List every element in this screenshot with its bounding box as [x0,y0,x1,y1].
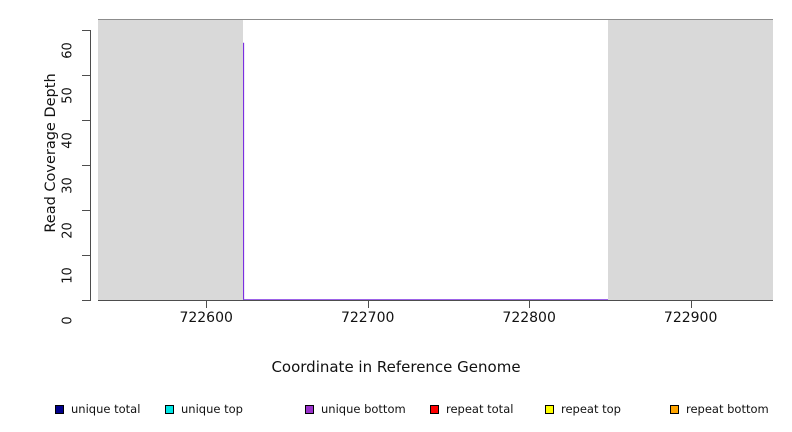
y-tick-label: 50 [60,87,76,104]
legend-label: repeat bottom [686,402,769,416]
legend-item-unique-total[interactable]: unique total [55,402,140,416]
repeat-region-left-band [98,19,244,300]
legend-item-repeat-bottom[interactable]: repeat bottom [670,402,769,416]
y-tick [82,75,90,76]
x-tick [690,301,692,308]
legend-swatch-icon [430,404,439,414]
legend-item-unique-top[interactable]: unique top [165,402,243,416]
legend-swatch-icon [55,404,64,414]
repeat-region-right-band [608,19,773,300]
legend-label: repeat total [446,402,514,416]
y-tick [82,255,90,256]
y-tick [82,165,90,166]
x-tick-label: 722600 [179,310,233,326]
x-tick-label: 722900 [663,310,718,326]
y-tick [82,210,90,211]
legend-label: unique top [181,402,243,416]
y-tick [82,300,90,301]
x-tick [529,301,531,308]
legend-swatch-icon [670,404,679,414]
chart-legend: unique total unique top unique bottom repea… [0,398,792,420]
plot-top-border [98,19,773,20]
legend-item-unique-bottom[interactable]: unique bottom [305,402,406,416]
legend-label: repeat top [561,402,621,416]
x-tick-label: 722700 [340,310,395,326]
legend-swatch-icon [165,404,174,414]
legend-item-repeat-top[interactable]: repeat top [545,402,621,416]
legend-label: unique bottom [321,402,406,416]
x-tick [206,301,208,308]
y-tick-label: 30 [60,177,76,194]
y-tick-label: 0 [60,316,76,325]
y-tick [82,30,90,31]
x-axis-line [98,300,773,301]
legend-swatch-icon [545,404,554,414]
y-axis-title: Read Coverage Depth [43,73,59,233]
x-tick-label: 722800 [502,310,556,326]
x-axis-title: Coordinate in Reference Genome [271,358,521,376]
legend-label: unique total [71,402,141,416]
y-tick-label: 60 [60,42,76,59]
y-tick-label: 40 [60,132,76,149]
y-axis-line [90,30,91,301]
y-tick [82,120,90,121]
x-tick [367,301,369,308]
legend-item-repeat-total[interactable]: repeat total [430,402,513,416]
y-tick-label: 20 [60,222,76,239]
plot-area [98,19,773,300]
y-tick-label: 10 [60,267,76,284]
legend-swatch-icon [305,404,314,414]
